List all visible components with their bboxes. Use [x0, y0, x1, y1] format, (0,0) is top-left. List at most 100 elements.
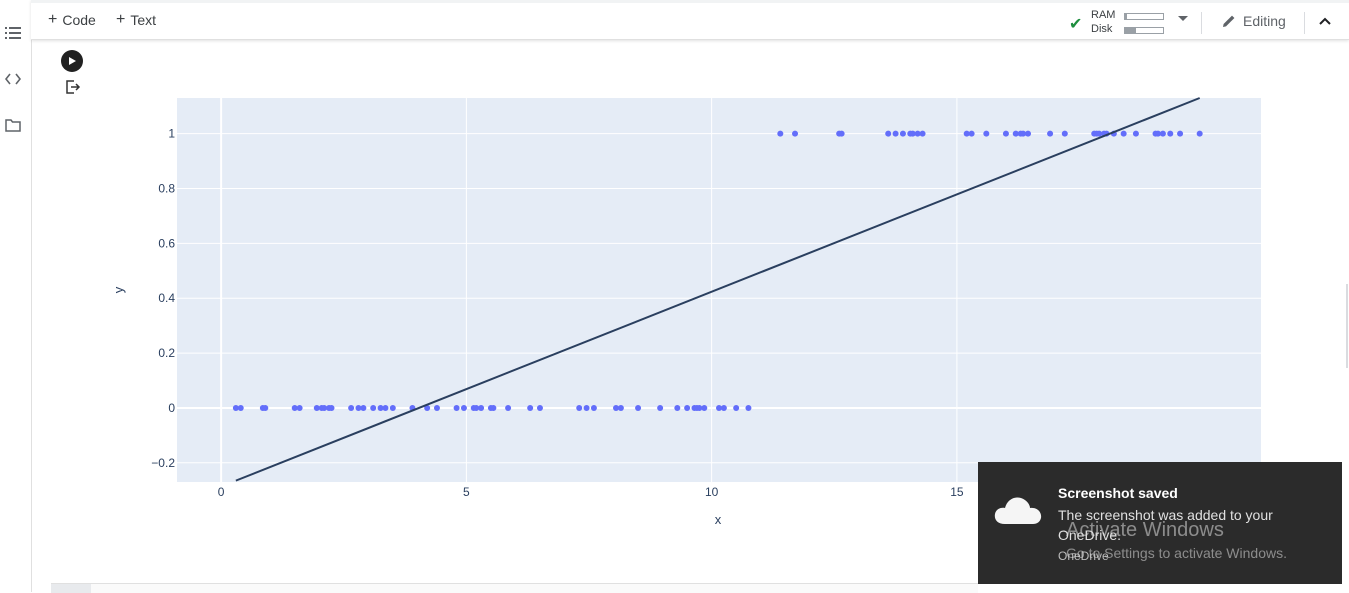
data-point: [612, 404, 619, 411]
data-point: [777, 130, 784, 137]
data-point: [460, 404, 467, 411]
pencil-icon: [1223, 15, 1235, 27]
y-tick-label: 0: [168, 401, 175, 415]
data-point: [505, 404, 512, 411]
plus-icon: +: [48, 11, 58, 28]
data-point: [296, 404, 303, 411]
data-point: [1177, 130, 1184, 137]
data-point: [1061, 130, 1068, 137]
data-point: [478, 404, 485, 411]
x-tick-label: 5: [463, 485, 470, 499]
data-point: [355, 404, 362, 411]
data-point: [328, 404, 335, 411]
data-point: [617, 404, 624, 411]
plot-area: [177, 98, 1261, 482]
activation-watermark-title: Activate Windows: [1066, 519, 1224, 541]
data-point: [919, 130, 926, 137]
notebook-toolbar: + Code + Text ✔ RAM Disk Editing: [31, 0, 1349, 40]
toast-title: Screenshot saved: [1058, 485, 1178, 501]
data-point: [527, 404, 534, 411]
y-tick-label: 0.6: [158, 236, 175, 250]
collapse-toolbar-chevron-up-icon[interactable]: [1318, 14, 1332, 28]
x-tick-label: 0: [218, 485, 225, 499]
y-tick-label: 0.8: [158, 182, 175, 196]
data-point: [382, 404, 389, 411]
x-tick-label: 10: [705, 485, 719, 499]
y-tick-label: 0.2: [158, 346, 175, 360]
toolbar-divider: [1201, 12, 1202, 34]
output-actions-icon[interactable]: [65, 79, 81, 95]
code-snippets-icon[interactable]: [4, 70, 22, 88]
data-point: [389, 404, 396, 411]
data-point: [360, 404, 367, 411]
disk-meter: [1124, 27, 1164, 34]
toolbar-divider: [1304, 12, 1305, 34]
data-point: [1196, 130, 1203, 137]
data-point: [968, 130, 975, 137]
data-point: [892, 130, 899, 137]
data-point: [370, 404, 377, 411]
play-icon: [69, 57, 76, 65]
data-point: [536, 404, 543, 411]
data-point: [838, 130, 845, 137]
data-point: [453, 404, 460, 411]
data-point: [1120, 130, 1127, 137]
left-sidebar: [0, 0, 32, 592]
x-axis-title: x: [715, 512, 722, 527]
data-point: [291, 404, 298, 411]
data-point: [1012, 130, 1019, 137]
plus-icon: +: [116, 11, 126, 28]
table-of-contents-icon[interactable]: [4, 24, 22, 42]
next-cell-edge: [51, 583, 978, 593]
y-tick-label: 0.4: [158, 291, 175, 305]
data-point: [262, 404, 269, 411]
cell-tab: [51, 584, 91, 593]
editing-mode-button[interactable]: Editing: [1221, 13, 1286, 29]
disk-meter-fill: [1125, 28, 1137, 33]
data-point: [657, 404, 664, 411]
ram-label: RAM: [1091, 9, 1116, 21]
y-axis-title: y: [111, 286, 126, 293]
scrollbar-indicator[interactable]: [1346, 284, 1348, 368]
screenshot-toast[interactable]: Screenshot saved The screenshot was adde…: [978, 462, 1342, 584]
data-point: [1167, 130, 1174, 137]
data-point: [914, 130, 921, 137]
data-point: [473, 404, 480, 411]
y-tick-label: −0.2: [151, 456, 175, 470]
data-point: [237, 404, 244, 411]
data-point: [576, 404, 583, 411]
onedrive-cloud-icon: [994, 497, 1042, 524]
files-icon[interactable]: [4, 116, 22, 134]
add-code-button[interactable]: + Code: [48, 11, 96, 29]
data-point: [696, 404, 703, 411]
add-text-label: Text: [130, 12, 157, 28]
run-cell-button[interactable]: [61, 50, 83, 72]
toast-source: OneDrive: [1058, 549, 1109, 563]
add-text-button[interactable]: + Text: [116, 11, 157, 29]
data-point: [313, 404, 320, 411]
data-point: [963, 130, 970, 137]
data-point: [377, 404, 384, 411]
data-point: [1159, 130, 1166, 137]
data-point: [1047, 130, 1054, 137]
data-point: [348, 404, 355, 411]
data-point: [424, 404, 431, 411]
data-point: [909, 130, 916, 137]
tick-labels: 0 5 10 15 −0.2 0 0.2 0.4 0.6 0.8 1: [151, 127, 964, 499]
disk-label: Disk: [1091, 23, 1113, 35]
data-point: [674, 404, 681, 411]
data-point: [1096, 130, 1103, 137]
data-point: [745, 404, 752, 411]
editing-label: Editing: [1243, 13, 1286, 29]
resources-dropdown-icon[interactable]: [1178, 16, 1188, 21]
toast-message: The screenshot was added to your OneDriv…: [1058, 507, 1273, 543]
data-point: [490, 404, 497, 411]
data-point: [1154, 130, 1161, 137]
data-point: [1132, 130, 1139, 137]
data-point: [701, 404, 708, 411]
resources-indicator[interactable]: ✔ RAM Disk: [1069, 8, 1169, 38]
data-point: [792, 130, 799, 137]
data-point: [433, 404, 440, 411]
ram-meter-fill: [1125, 14, 1127, 19]
